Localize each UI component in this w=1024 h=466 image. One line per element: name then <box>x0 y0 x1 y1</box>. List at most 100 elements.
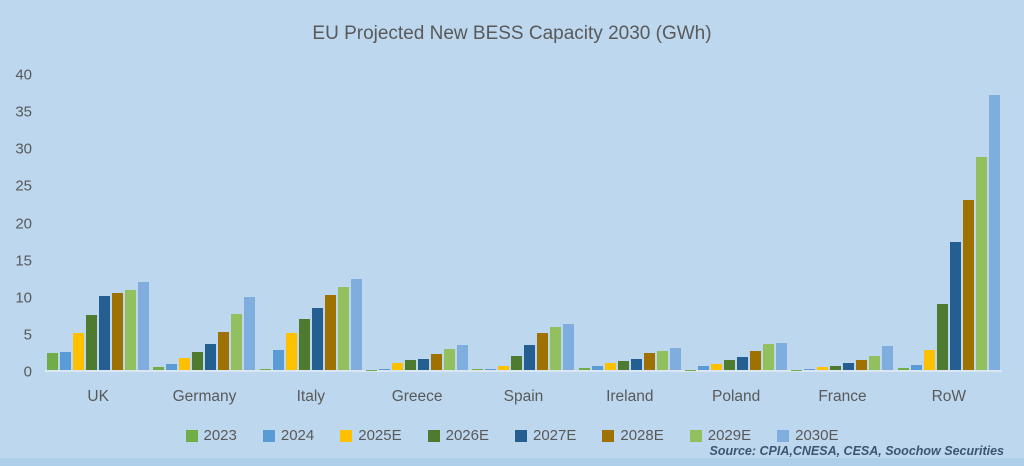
bar-2023-row <box>897 367 909 370</box>
x-label-row: RoW <box>931 388 967 405</box>
legend-label: 2028E <box>620 427 664 444</box>
bar-2026e-uk <box>86 314 98 370</box>
bar-2028e-ireland <box>643 353 655 370</box>
legend-swatch-icon <box>689 429 702 442</box>
bar-2024-germany <box>166 364 178 370</box>
y-tick-label: 5 <box>23 326 32 344</box>
legend-label: 2029E <box>707 427 752 444</box>
legend-item-2027e: 2027E <box>515 427 576 444</box>
legend-swatch-icon <box>262 429 275 442</box>
bar-2029e-germany <box>231 313 243 370</box>
legend-label: 2024 <box>280 427 315 444</box>
legend-swatch-icon <box>340 429 353 442</box>
legend-swatch-icon <box>602 429 615 442</box>
x-label-greece: Greece <box>391 388 443 405</box>
bar-2029e-uk <box>125 289 137 370</box>
bar-group-poland <box>683 75 789 370</box>
bar-2025e-uk <box>73 333 85 370</box>
bar-2024-poland <box>698 366 710 370</box>
bar-2029e-greece <box>444 349 456 370</box>
legend-label: 2025E <box>358 427 402 444</box>
y-tick-label: 25 <box>15 177 32 195</box>
legend-item-2028e: 2028E <box>602 427 664 444</box>
y-tick-label: 20 <box>15 215 32 232</box>
bar-2029e-row <box>975 156 987 370</box>
bar-2023-italy <box>259 368 271 370</box>
bar-2030e-row <box>988 94 1000 370</box>
x-label-italy: Italy <box>296 388 326 405</box>
bar-2025e-greece <box>392 362 404 370</box>
x-label-ireland: Ireland <box>606 388 654 405</box>
legend-swatch-icon <box>777 429 790 442</box>
bar-group-greece <box>364 75 470 370</box>
bar-2028e-greece <box>431 353 443 370</box>
bar-2030e-italy <box>350 279 362 370</box>
legend-item-2023: 2023 <box>185 427 237 444</box>
bar-2024-italy <box>272 350 284 370</box>
bar-2030e-poland <box>776 343 788 370</box>
bar-group-italy <box>258 75 364 370</box>
bar-2029e-poland <box>763 344 775 370</box>
x-label-germany: Germany <box>172 388 237 405</box>
y-tick-label: 40 <box>15 66 32 84</box>
plot-area <box>45 75 1002 372</box>
bar-2025e-italy <box>285 333 297 370</box>
bar-2028e-france <box>856 359 868 370</box>
bar-2025e-poland <box>711 364 723 370</box>
bar-2027e-greece <box>418 358 430 370</box>
legend-label: 2027E <box>533 427 577 444</box>
y-tick-label: 10 <box>15 289 32 307</box>
bar-group-ireland <box>577 75 683 370</box>
x-label-uk: UK <box>87 388 109 405</box>
bar-2027e-uk <box>99 296 111 370</box>
bar-group-spain <box>470 75 576 370</box>
y-tick-label: 0 <box>23 363 32 381</box>
bar-2026e-poland <box>724 359 736 370</box>
bar-2030e-uk <box>138 282 150 370</box>
bar-2029e-italy <box>337 287 349 370</box>
bar-2030e-france <box>882 345 894 370</box>
bar-2027e-row <box>949 242 961 370</box>
bar-2024-spain <box>485 368 497 370</box>
bar-2027e-poland <box>737 356 749 370</box>
bar-2028e-uk <box>112 293 124 370</box>
legend-label: 2026E <box>445 427 489 444</box>
legend-swatch-icon <box>427 429 440 442</box>
bar-2030e-ireland <box>669 347 681 370</box>
bottom-strip <box>0 458 1024 466</box>
legend-swatch-icon <box>515 429 527 442</box>
bar-2026e-germany <box>192 352 204 370</box>
bar-2026e-row <box>936 303 948 370</box>
bar-2025e-france <box>817 367 829 370</box>
bar-2024-row <box>910 364 922 370</box>
legend-item-2025e: 2025E <box>340 427 402 444</box>
legend-item-2029e: 2029E <box>689 427 752 444</box>
x-label-poland: Poland <box>712 388 761 405</box>
x-label-france: France <box>818 388 867 405</box>
bar-group-france <box>789 75 895 370</box>
bar-2023-spain <box>472 369 484 370</box>
legend-label: 2030E <box>795 427 839 444</box>
x-label-spain: Spain <box>503 388 544 405</box>
bar-2025e-ireland <box>604 363 616 370</box>
bar-2030e-greece <box>457 344 469 370</box>
bar-2029e-ireland <box>656 350 668 370</box>
bar-2028e-spain <box>537 333 549 370</box>
bar-2026e-france <box>830 365 842 370</box>
legend-swatch-icon <box>185 429 198 442</box>
bar-2026e-ireland <box>617 361 629 370</box>
y-tick-label: 35 <box>15 103 32 121</box>
bar-2027e-spain <box>524 344 536 370</box>
bar-2023-uk <box>47 353 59 370</box>
y-tick-label: 15 <box>15 252 32 270</box>
bar-2025e-row <box>923 350 935 370</box>
bar-2025e-germany <box>179 358 191 370</box>
bar-2028e-germany <box>218 332 230 370</box>
bar-2024-ireland <box>591 366 603 370</box>
bar-2024-uk <box>60 351 72 370</box>
bar-2023-ireland <box>578 367 590 370</box>
bar-2027e-germany <box>205 344 217 370</box>
legend-item-2026e: 2026E <box>427 427 489 444</box>
bar-2027e-ireland <box>630 358 642 370</box>
y-tick-label: 30 <box>15 140 32 158</box>
